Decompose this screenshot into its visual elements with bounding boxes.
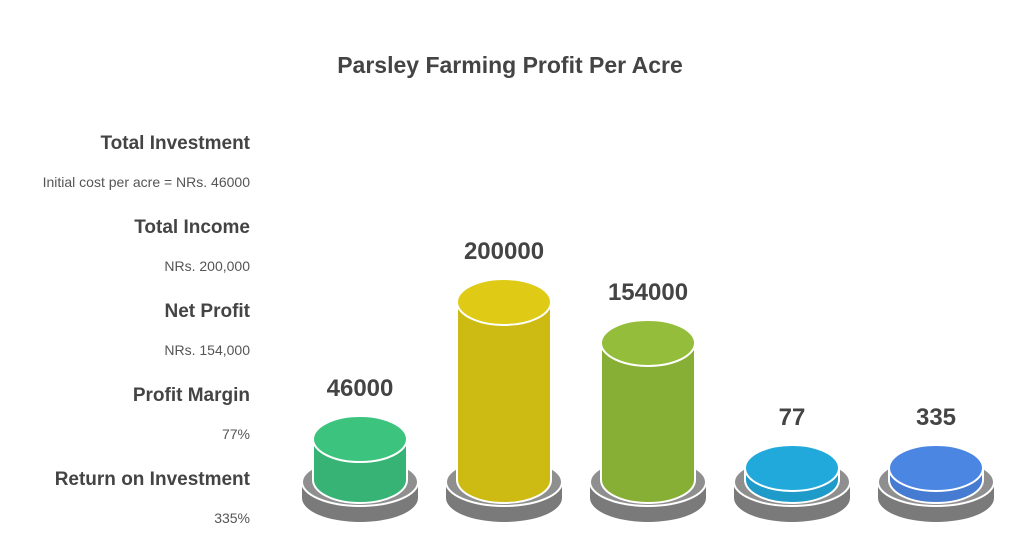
bar-top	[744, 444, 840, 492]
legend-description: NRs. 200,000	[164, 258, 250, 274]
bar-top	[312, 415, 408, 464]
legend-description: 335%	[214, 510, 250, 526]
chart-title: Parsley Farming Profit Per Acre	[337, 52, 683, 78]
legend-item-total-investment: Total Investment Initial cost per acre =…	[43, 133, 250, 190]
legend-label: Profit Margin	[132, 385, 250, 406]
bar-top	[888, 444, 984, 492]
legend-label: Total Investment	[100, 133, 250, 154]
bar-cylinder	[589, 318, 707, 522]
bar-body	[457, 302, 551, 480]
legend-label: Total Income	[134, 217, 250, 238]
category-legend: Total Investment Initial cost per acre =…	[0, 0, 252, 560]
legend-label: Return on Investment	[54, 469, 250, 490]
value-label: 77	[779, 404, 806, 431]
legend-description: NRs. 154,000	[164, 342, 250, 358]
legend-description: 77%	[221, 426, 250, 442]
legend-item-profit-margin: Profit Margin 77%	[133, 385, 250, 442]
value-label: 154000	[608, 279, 688, 306]
legend-label: Net Profit	[164, 301, 251, 322]
bar-cylinder	[733, 444, 851, 522]
bar-cylinder	[445, 278, 563, 522]
bar-top	[456, 278, 552, 326]
legend-item-net-profit: Net Profit NRs. 154,000	[164, 301, 250, 358]
legend-item-return-on-investment: Return on Investment 335%	[55, 469, 250, 526]
bar-top	[600, 318, 696, 367]
value-label: 46000	[327, 375, 394, 402]
value-label: 200000	[464, 238, 544, 265]
bar-cylinder	[877, 444, 995, 522]
bar-cylinder	[301, 415, 419, 522]
value-label: 335	[916, 404, 956, 431]
legend-description: Initial cost per acre = NRs. 46000	[42, 174, 250, 190]
legend-item-total-income: Total Income NRs. 200,000	[134, 217, 250, 274]
